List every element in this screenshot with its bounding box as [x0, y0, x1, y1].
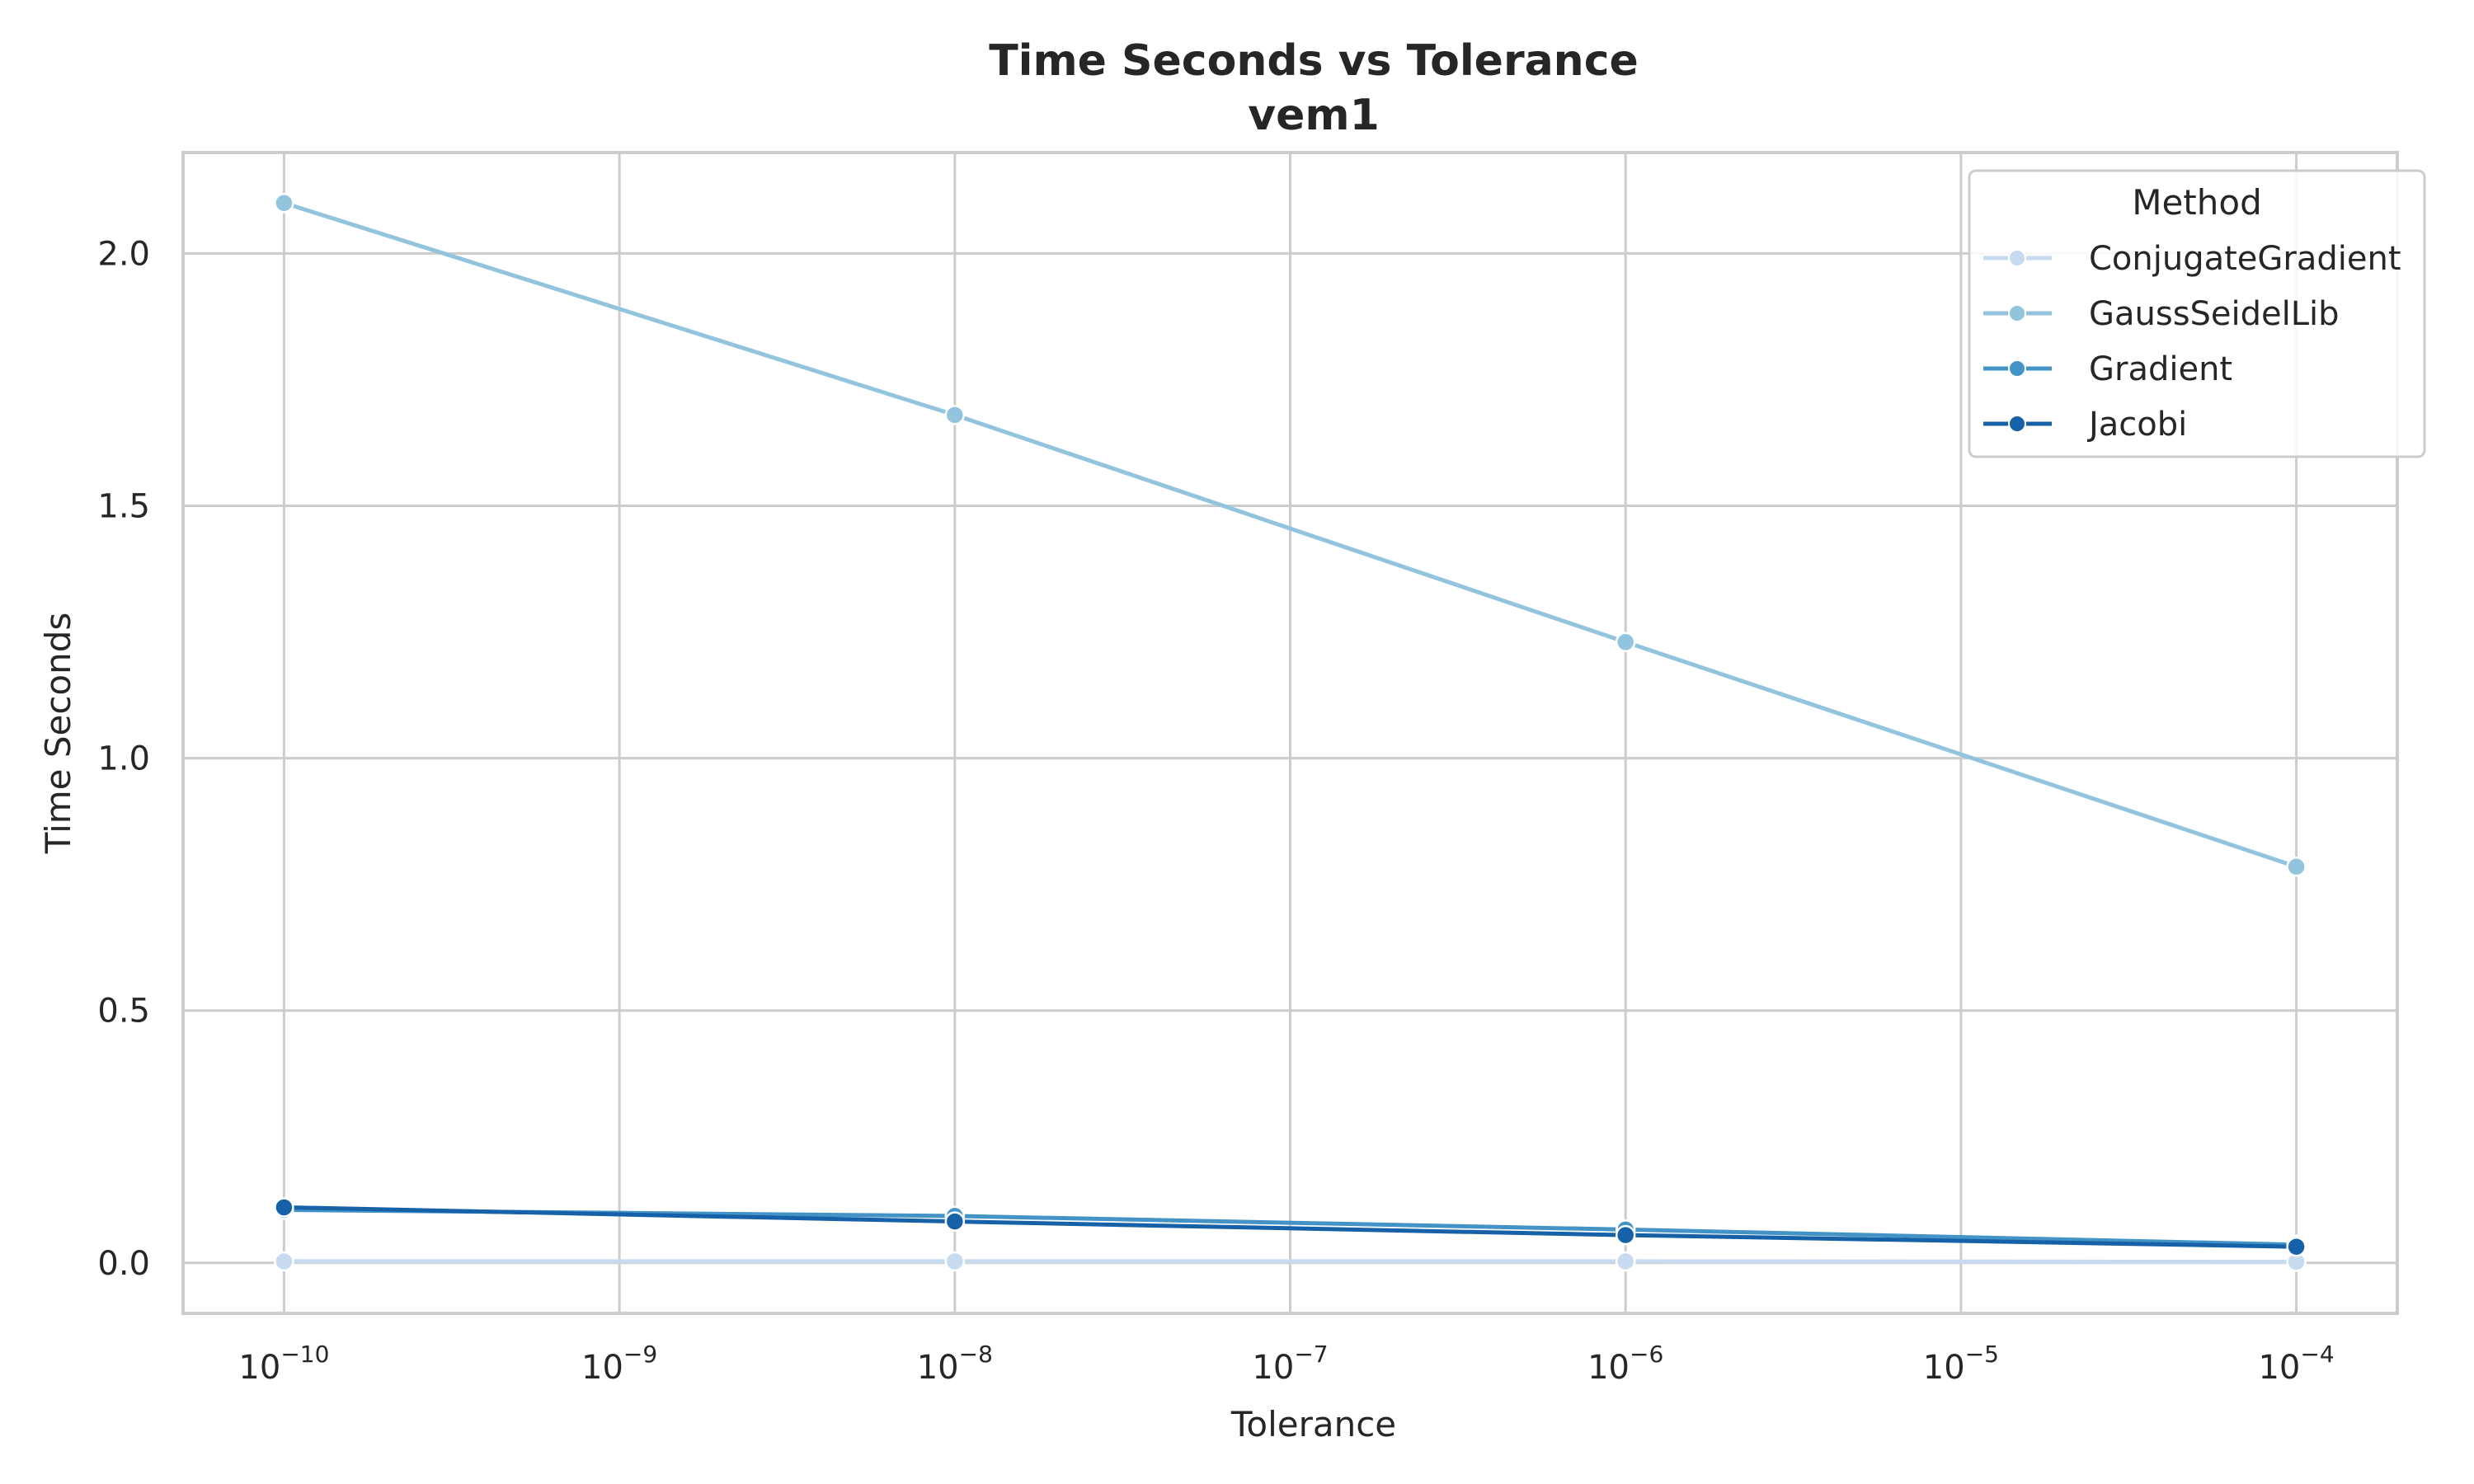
x-tick-label: 10−4 — [2258, 1341, 2334, 1387]
y-axis-ticks: 0.0 0.5 1.0 1.5 2.0 — [97, 235, 150, 1282]
legend-swatch-marker — [2008, 415, 2026, 433]
y-tick-label: 2.0 — [97, 235, 150, 273]
data-point — [944, 1251, 966, 1272]
x-tick-label: 10−8 — [917, 1341, 993, 1387]
legend-item: ConjugateGradient — [1983, 240, 2401, 278]
y-tick-label: 1.5 — [97, 488, 150, 526]
data-point — [2286, 856, 2307, 877]
data-point — [1615, 1251, 1636, 1272]
legend-item: Jacobi — [1983, 406, 2187, 444]
series-group — [274, 192, 2307, 1272]
legend-label: GaussSeidelLib — [2089, 295, 2340, 333]
y-tick-label: 0.0 — [97, 1245, 150, 1283]
legend-title: Method — [2132, 182, 2262, 223]
legend-swatch-marker — [2008, 359, 2026, 378]
data-point — [274, 1197, 294, 1218]
x-tick-label: 10−6 — [1587, 1341, 1663, 1387]
x-tick-label: 10−5 — [1923, 1341, 1999, 1387]
data-point — [1615, 632, 1636, 653]
x-tick-label: 10−10 — [238, 1341, 329, 1387]
legend-box — [1968, 169, 2426, 458]
legend-swatch-marker — [2008, 304, 2026, 322]
data-point — [274, 192, 294, 214]
y-tick-label: 0.5 — [97, 993, 150, 1031]
legend-swatch-marker — [2008, 249, 2026, 267]
series-line — [284, 1205, 2297, 1249]
x-tick-label: 10−7 — [1252, 1341, 1328, 1387]
legend-label: Gradient — [2089, 350, 2232, 388]
y-axis-label: Time Seconds — [38, 613, 78, 855]
x-axis-label: Tolerance — [1230, 1404, 1396, 1444]
data-point — [274, 1251, 294, 1272]
legend-label: ConjugateGradient — [2089, 240, 2401, 278]
legend-label: Jacobi — [2086, 406, 2187, 444]
legend-items: ConjugateGradient GaussSeidelLib Gradient J… — [1983, 240, 2401, 444]
chart-title: Time Seconds vs Tolerance — [989, 36, 1639, 86]
data-point — [2286, 1236, 2307, 1257]
y-tick-label: 1.0 — [97, 740, 150, 778]
chart-subtitle: vem1 — [1248, 91, 1380, 140]
series-line — [283, 200, 2298, 869]
legend: Method ConjugateGradient GaussSeidelLib Gr… — [1968, 169, 2426, 458]
plot-frame — [181, 151, 2399, 1315]
series-line — [284, 1259, 2297, 1265]
x-tick-label: 10−9 — [581, 1341, 657, 1387]
x-axis-ticks: 10−10 10−9 10−8 10−7 10−6 10−5 10−4 — [238, 1341, 2334, 1387]
legend-item: GaussSeidelLib — [1983, 295, 2340, 333]
series-gaussseidellib — [274, 192, 2307, 877]
data-point — [1615, 1224, 1636, 1246]
legend-item: Gradient — [1983, 350, 2232, 388]
data-point — [944, 405, 966, 425]
data-point — [944, 1211, 966, 1232]
series-jacobi — [274, 1197, 2307, 1257]
series-conjugategradient — [274, 1251, 2307, 1272]
